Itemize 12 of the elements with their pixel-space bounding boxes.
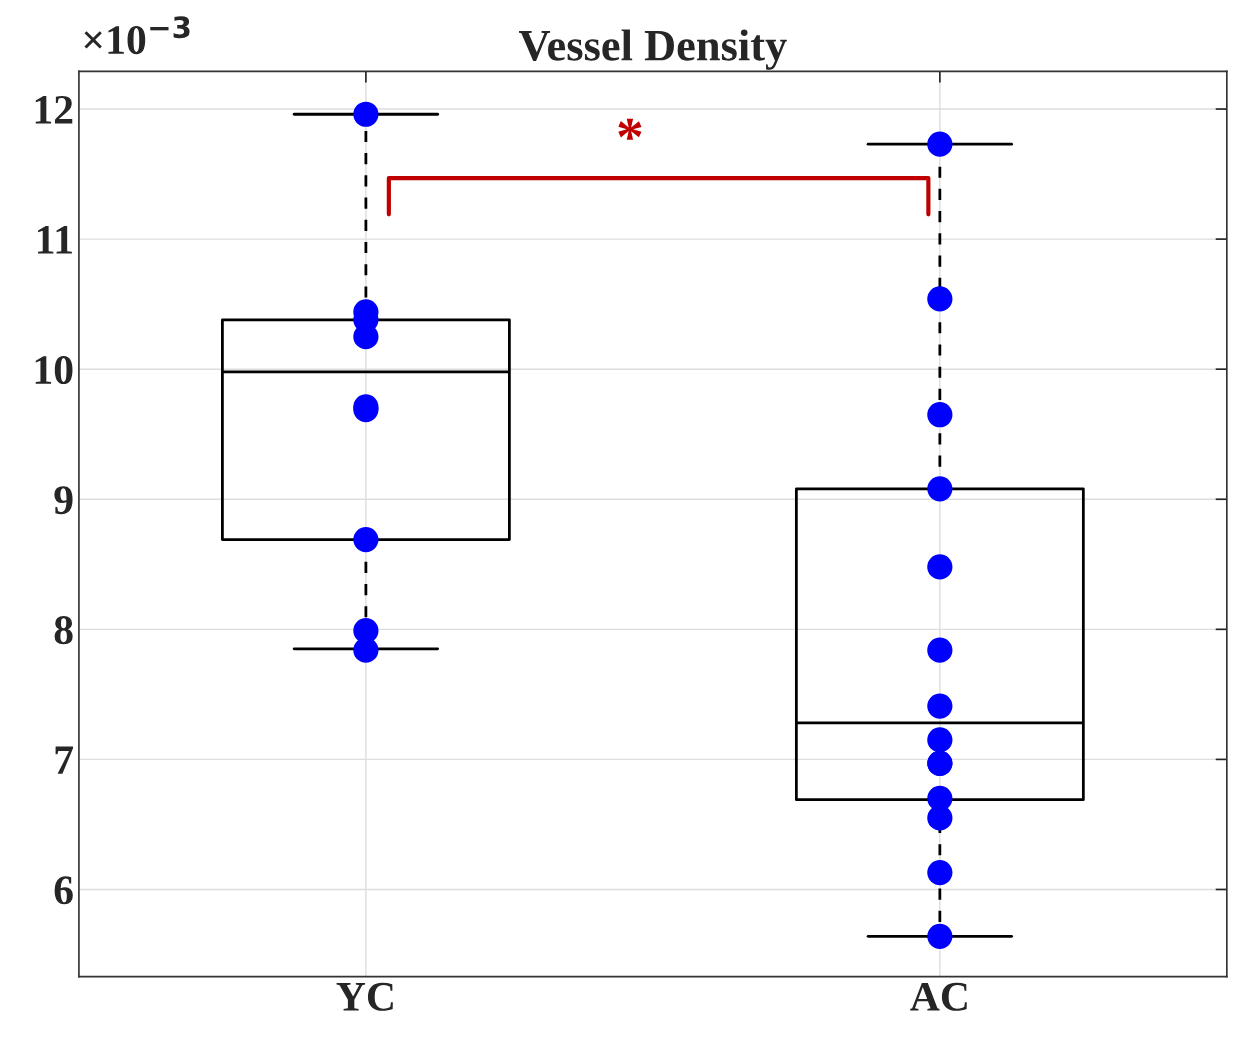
chart-title: Vessel Density xyxy=(518,29,787,70)
x-tick-label: AC xyxy=(910,982,967,1011)
y-tick-label: 11 xyxy=(38,226,72,254)
y-tick-label: 6 xyxy=(54,876,73,905)
x-tick-label: YC xyxy=(336,982,393,1011)
y-tick-label: 12 xyxy=(35,95,73,124)
text: ×10$^{−3}$ xyxy=(84,16,190,55)
y-tick-label: 8 xyxy=(54,616,73,645)
annotation: * xyxy=(618,118,642,140)
y-tick-label: 9 xyxy=(54,486,73,515)
y-tick-label: 7 xyxy=(55,746,74,774)
y-tick-label: 10 xyxy=(35,355,73,385)
